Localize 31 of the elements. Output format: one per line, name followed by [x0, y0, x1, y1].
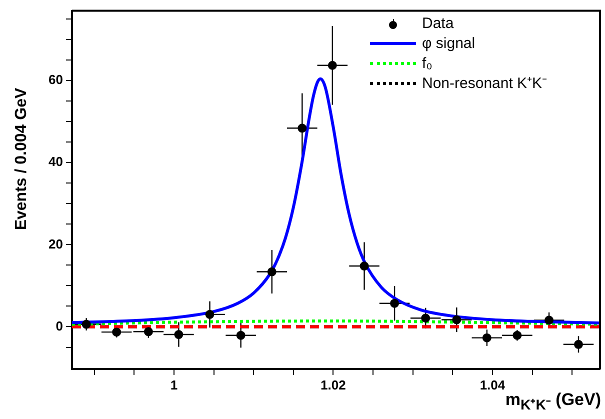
point	[544, 316, 554, 325]
point	[174, 330, 184, 340]
point	[328, 60, 337, 70]
point	[82, 320, 91, 329]
line-series	[72, 77, 600, 325]
y-tick-label: 60	[48, 72, 63, 88]
y-tick-label: 0	[56, 318, 63, 334]
y-tick-label: 20	[48, 236, 63, 252]
legend-label: Data	[422, 15, 454, 33]
point	[452, 315, 462, 324]
x-tick-label: 1.02	[320, 377, 346, 392]
x-axis-title: m$_{K⁺K⁻}$ (GeV)	[505, 390, 601, 414]
point	[144, 327, 153, 336]
point	[421, 314, 430, 323]
point	[112, 328, 122, 337]
point	[390, 298, 400, 308]
legend-label: φ signal	[422, 35, 476, 53]
point	[482, 333, 492, 342]
point	[574, 340, 583, 349]
point	[236, 330, 246, 340]
point	[267, 267, 276, 276]
legend-label: f₀	[422, 55, 432, 73]
y-axis-title: Events / 0.004 GeV	[13, 86, 31, 232]
x-tick-label: 1	[170, 377, 178, 392]
point	[205, 310, 214, 319]
point	[512, 330, 522, 340]
legend-label: Non-resonant K⁺K⁻	[422, 75, 548, 93]
point	[360, 262, 369, 271]
x-tick-label: 1.04	[480, 377, 506, 392]
y-tick-label: 40	[48, 154, 63, 170]
point	[298, 124, 307, 133]
